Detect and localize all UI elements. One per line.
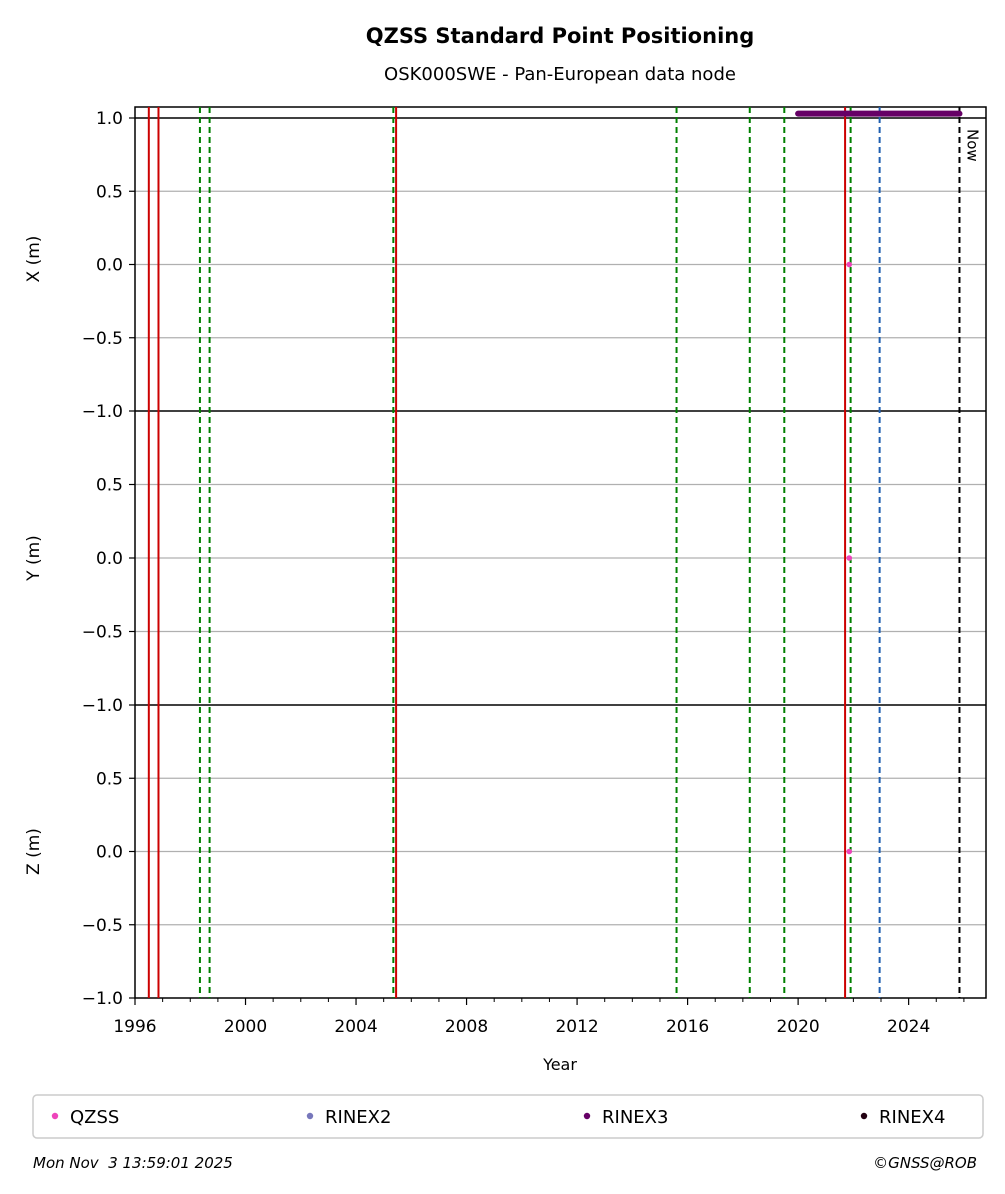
y-tick-label: −0.5: [82, 916, 123, 936]
legend-marker: [51, 1112, 59, 1120]
y-tick-label: −1.0: [82, 402, 123, 422]
now-label: Now: [963, 129, 981, 162]
legend: QZSS RINEX2 RINEX3 RINEX4: [32, 1094, 984, 1139]
qzss-point: [846, 555, 853, 561]
footer-timestamp: Mon Nov 3 13:59:01 2025: [33, 1154, 233, 1172]
x-tick-label: 2008: [445, 1017, 488, 1037]
y-axis-label: Z (m): [24, 828, 44, 875]
x-tick-label: 2004: [334, 1017, 377, 1037]
legend-marker: [583, 1112, 591, 1120]
legend-marker: [860, 1112, 868, 1120]
x-tick-label: 1996: [113, 1017, 156, 1037]
legend-box: [32, 1094, 984, 1139]
y-tick-label: 0.0: [96, 843, 123, 863]
chart-subtitle: OSK000SWE - Pan-European data node: [384, 64, 736, 85]
y-axis-label: X (m): [24, 236, 44, 283]
y-tick-label: −1.0: [82, 989, 123, 1009]
legend-label: RINEX2: [325, 1107, 391, 1128]
data-marks: [795, 110, 963, 855]
y-tick-label: −0.5: [82, 329, 123, 349]
y-tick-label: −0.5: [82, 623, 123, 643]
plot-frame: [134, 106, 987, 999]
y-tick-label: 0.5: [96, 769, 123, 789]
y-tick-label: 1.0: [96, 109, 123, 129]
y-axis-label: Y (m): [24, 535, 44, 582]
x-tick-label: 2000: [224, 1017, 267, 1037]
qzss-point: [846, 261, 853, 268]
x-tick-label: 2024: [887, 1017, 930, 1037]
y-tick-label: 0.0: [96, 256, 123, 276]
event-lines: Now: [147, 107, 981, 998]
x-tick-label: 2012: [555, 1017, 598, 1037]
chart-title: QZSS Standard Point Positioning: [366, 24, 755, 48]
footer-credit: ©GNSS@ROB: [873, 1154, 977, 1172]
y-tick-label: −1.0: [82, 696, 123, 716]
legend-marker: [306, 1112, 314, 1120]
y-tick-label: 0.0: [96, 549, 123, 569]
x-axis-label: Year: [542, 1055, 577, 1074]
legend-label: QZSS: [70, 1107, 119, 1128]
y-tick-label: 0.5: [96, 476, 123, 496]
legend-label: RINEX4: [879, 1107, 945, 1128]
plot-panels: 1.0 0.5 0.0 −0.5 −1.0 X (m) 0.5 0.0 −0.5 −1.0 Y (m…: [24, 106, 987, 1009]
x-axis: 1996 2000 2004 2008 2012 2016 2020 2024: [113, 998, 965, 1037]
x-tick-label: 2020: [776, 1017, 819, 1037]
x-tick-label: 2016: [666, 1017, 709, 1037]
y-tick-label: 0.5: [96, 182, 123, 202]
qzss-point: [846, 848, 853, 855]
legend-label: RINEX3: [602, 1107, 668, 1128]
